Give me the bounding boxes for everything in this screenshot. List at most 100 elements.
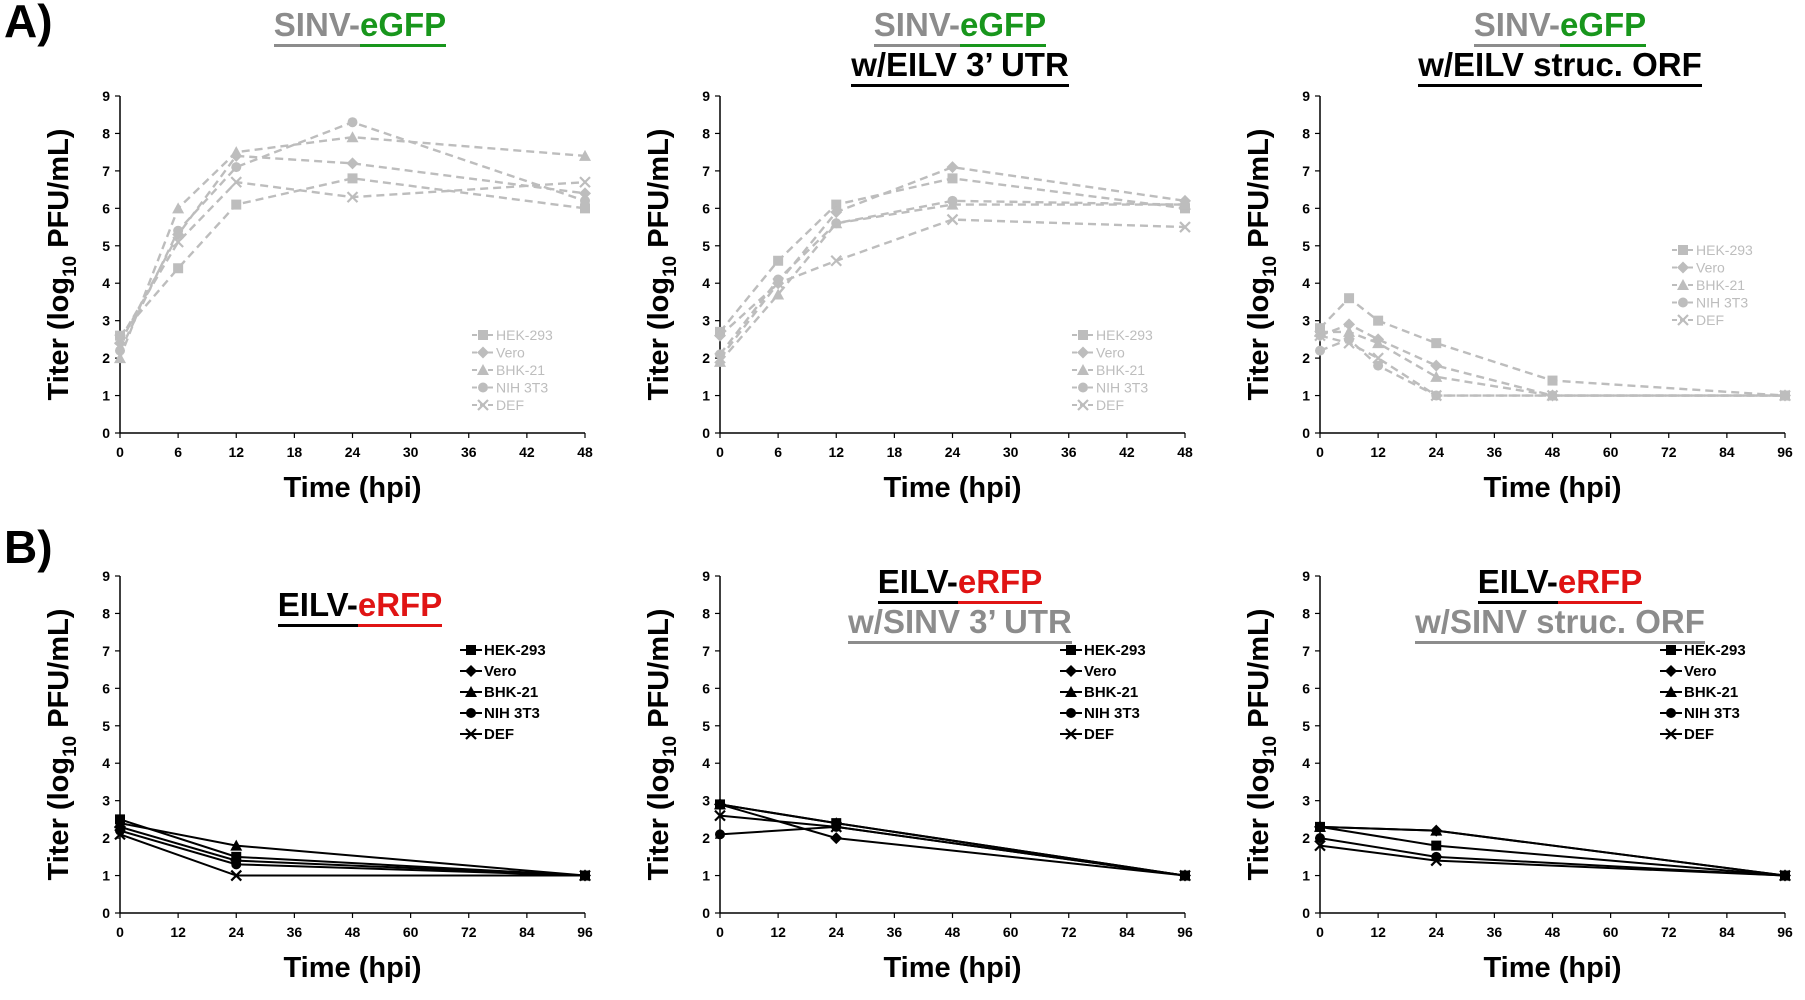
series-line: [719, 203, 1185, 363]
y-tick-label: 5: [102, 718, 110, 734]
legend-marker: [1666, 708, 1676, 718]
x-tick-label: 72: [1061, 924, 1077, 940]
data-point: [1430, 359, 1443, 372]
data-point: [1315, 833, 1325, 844]
x-tick-label: 0: [716, 444, 724, 460]
data-point: [230, 839, 243, 851]
legend-label: Vero: [1096, 345, 1125, 361]
x-tick-label: 36: [887, 924, 903, 940]
title-segment: eRFP: [957, 563, 1043, 604]
chart-title: SINV-eGFP w/EILV 3’ UTR: [680, 5, 1240, 87]
data-point: [114, 333, 126, 346]
data-point: [114, 828, 126, 841]
series-vero: [714, 161, 1191, 342]
series-line: [119, 177, 586, 337]
panel-label-a: A): [4, 0, 53, 47]
y-tick-label: 6: [1302, 680, 1310, 696]
title-segment: SINV-: [1473, 6, 1560, 47]
y-axis-label: Titer (log10 PFU/mL): [643, 609, 681, 881]
data-point: [1314, 820, 1326, 832]
series-bhk-21: [114, 131, 591, 364]
legend-marker: [1665, 686, 1677, 697]
series-line: [1319, 334, 1785, 397]
legend-label: Vero: [1684, 663, 1717, 680]
data-point: [1344, 293, 1355, 304]
y-tick-label: 3: [702, 313, 710, 329]
series-line: [1319, 825, 1786, 877]
legend-marker: [1677, 261, 1689, 274]
legend-label: HEK-293: [1084, 642, 1146, 659]
data-point: [714, 798, 726, 810]
y-tick-label: 7: [1302, 163, 1310, 179]
legend-marker: [1065, 665, 1077, 677]
title-line: w/EILV struc. ORF: [1280, 45, 1805, 87]
legend-label: BHK-21: [1084, 684, 1138, 701]
legend-marker: [1065, 728, 1077, 740]
y-tick-label: 8: [702, 605, 710, 621]
y-tick-label: 8: [1302, 605, 1310, 621]
y-axis-label-group: Titer (log10 PFU/mL): [643, 129, 681, 401]
series-line: [1319, 825, 1786, 877]
x-tick-label: 72: [1661, 924, 1677, 940]
data-point: [346, 157, 359, 170]
data-point: [347, 173, 358, 184]
legend-marker: [466, 645, 476, 655]
x-tick-label: 72: [461, 924, 477, 940]
y-tick-label: 7: [102, 163, 110, 179]
legend-marker: [466, 708, 476, 718]
data-point: [1373, 315, 1384, 326]
x-tick-label: 0: [1316, 924, 1324, 940]
x-tick-label: 48: [1545, 924, 1561, 940]
legend-marker: [1077, 399, 1089, 411]
legend-label: NIH 3T3: [496, 380, 548, 396]
y-axis-label-group: Titer (log10 PFU/mL): [643, 609, 681, 881]
data-point: [231, 199, 242, 210]
legend-marker: [1078, 382, 1088, 393]
x-tick-label: 0: [716, 924, 724, 940]
legend-label: BHK-21: [496, 362, 545, 378]
series-def: [714, 213, 1191, 364]
title-line: SINV-eGFP: [80, 5, 640, 47]
title-line: EILV-eRFP: [680, 562, 1240, 604]
data-point: [1179, 869, 1191, 882]
y-tick-label: 1: [102, 868, 110, 884]
x-tick-label: 12: [770, 924, 786, 940]
y-tick-label: 7: [102, 643, 110, 659]
y-tick-label: 3: [702, 793, 710, 809]
x-tick-label: 60: [403, 924, 419, 940]
legend-marker: [1066, 645, 1076, 655]
data-point: [579, 176, 591, 188]
title-line: SINV-eGFP: [1280, 5, 1805, 47]
y-tick-label: 0: [102, 425, 110, 441]
y-tick-label: 6: [1302, 200, 1310, 216]
x-tick-label: 24: [828, 924, 844, 940]
title-line-text: w/EILV 3’ UTR: [851, 45, 1069, 87]
y-tick-label: 6: [702, 680, 710, 696]
data-point: [1180, 199, 1190, 210]
data-point: [1314, 329, 1326, 342]
legend-marker: [477, 364, 489, 375]
title-line: SINV-eGFP: [680, 5, 1240, 47]
data-point: [231, 162, 242, 173]
x-tick-label: 96: [1777, 444, 1793, 460]
title-line-text: SINV-eGFP: [873, 5, 1047, 47]
chart-panel-2: SINV-eGFP w/EILV 3’ UTR 0 1 2 3 4 5 6 7 8 9 0 6 12 18 24…: [620, 0, 1220, 504]
title-line-text: EILV-eRFP: [1477, 562, 1643, 604]
legend-label: HEK-293: [1684, 642, 1746, 659]
title-segment: eRFP: [1557, 563, 1643, 604]
x-tick-label: 30: [403, 444, 419, 460]
x-tick-label: 48: [1177, 444, 1193, 460]
legend-label: DEF: [484, 726, 514, 743]
y-tick-label: 4: [102, 755, 110, 771]
x-tick-label: 60: [1603, 444, 1619, 460]
legend-marker: [477, 399, 489, 411]
data-point: [115, 330, 125, 341]
y-tick-label: 5: [702, 238, 710, 254]
x-tick-label: 12: [228, 444, 244, 460]
